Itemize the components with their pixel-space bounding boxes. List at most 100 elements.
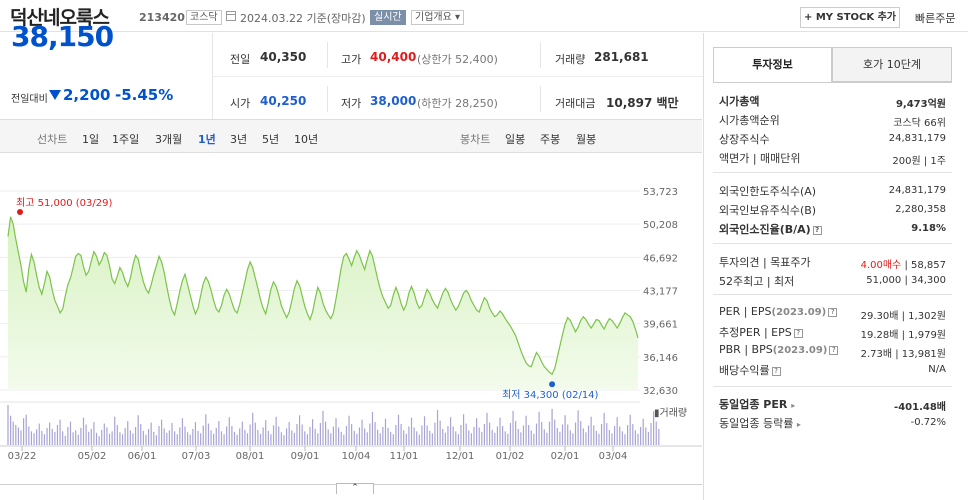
volume-bar — [309, 426, 311, 445]
volume-bar — [548, 421, 551, 445]
volume-bar — [371, 411, 374, 445]
collapse-chevron-up-icon[interactable]: ⌃ — [336, 483, 374, 494]
industry-per-label-wrap: 동일업종 PER ▸ — [719, 396, 795, 412]
eeps-value: 1,979원 — [908, 330, 946, 341]
week52-label: 52주최고 | 최저 — [719, 275, 795, 288]
volume-bar — [343, 434, 345, 445]
company-overview-dropdown[interactable]: 기업개요 ▾ — [411, 10, 464, 25]
foreign-ratio-label-wrap: 외국인소진율(B/A)? — [719, 221, 822, 237]
tab-1d[interactable]: 1일 — [82, 133, 100, 146]
tab-hoga[interactable]: 호가 10단계 — [832, 47, 952, 82]
volume-bar — [155, 435, 157, 445]
volume-bar — [36, 429, 38, 445]
volume-bar — [288, 422, 290, 445]
volume-bar — [166, 432, 168, 445]
chart-tab-bar — [0, 120, 702, 153]
volume-bar — [640, 426, 642, 445]
market-cap-label: 시가총액 — [719, 95, 760, 108]
volume-label: 거래량 — [555, 53, 586, 66]
divider — [713, 243, 952, 244]
volume-bar — [499, 417, 501, 445]
tab-1y[interactable]: 1년 — [198, 133, 216, 146]
tab-weekly[interactable]: 주봉 — [540, 133, 561, 146]
volume-bar — [494, 432, 496, 445]
face-value: 200원 | 1주 — [892, 156, 946, 167]
volume-bar — [241, 421, 243, 445]
volume-bar — [30, 431, 33, 445]
tab-5y[interactable]: 5년 — [262, 133, 280, 146]
volume-bar — [215, 427, 217, 445]
x-tick-label: 10/04 — [342, 451, 371, 462]
volume-bar — [351, 424, 353, 445]
volume-bar — [452, 426, 454, 445]
volume-bar — [590, 416, 592, 445]
industry-per-value: -401.48배 — [894, 402, 946, 413]
realtime-badge[interactable]: 실시간 — [370, 10, 406, 25]
volume-bar — [400, 424, 402, 445]
volume-bar — [647, 431, 650, 445]
volume-bar — [184, 426, 186, 445]
caret-right-icon[interactable]: ▸ — [791, 401, 796, 410]
tab-3y[interactable]: 3년 — [230, 133, 248, 146]
volume-bar — [41, 430, 43, 445]
shares-value: 24,831,179 — [888, 133, 946, 144]
volume-bar — [621, 431, 623, 445]
volume-bar — [121, 434, 124, 445]
eps-value: 1,302원 — [908, 311, 946, 322]
amount-label: 거래대금 — [555, 97, 596, 110]
volume-bar — [325, 421, 327, 445]
volume-bar — [392, 434, 394, 445]
add-mystock-button[interactable]: + MY STOCK 추가 — [800, 7, 900, 28]
dividend-label: 배당수익률 — [719, 364, 770, 377]
volume-bar — [423, 416, 426, 445]
volume-bar — [210, 430, 212, 445]
tab-invest-info[interactable]: 투자정보 — [713, 47, 832, 82]
volume-bar — [616, 417, 618, 445]
volume-bar — [137, 415, 139, 445]
help-icon[interactable]: ? — [793, 328, 803, 338]
caret-right-icon[interactable]: ▸ — [796, 420, 801, 429]
volume-bar — [364, 428, 366, 445]
help-icon[interactable]: ? — [829, 345, 839, 355]
volume-bar — [567, 424, 569, 445]
tab-1w[interactable]: 1주일 — [112, 133, 140, 146]
price-chart: 53,723 50,208 46,692 43,177 39,661 36,146 32,6… — [0, 187, 702, 462]
volume-bar — [475, 418, 478, 445]
volume-bar — [106, 427, 108, 445]
volume-bar — [358, 427, 361, 445]
high-value: 40,400 — [370, 50, 417, 64]
divider — [0, 119, 702, 120]
volume-bar — [637, 433, 639, 445]
help-icon[interactable]: ? — [812, 225, 822, 235]
volume-bar — [171, 423, 173, 445]
per-label-wrap: PER | EPS(2023.09)? — [719, 305, 838, 318]
volume-bar — [626, 425, 629, 445]
industry-rate-value: -0.72% — [910, 417, 946, 428]
volume-bar — [7, 405, 9, 445]
dividend-value: N/A — [928, 364, 946, 375]
help-icon[interactable]: ? — [771, 366, 781, 376]
price-line — [7, 216, 639, 376]
volume-bar — [80, 427, 82, 445]
volume-bar — [504, 431, 506, 445]
help-icon[interactable]: ? — [828, 307, 838, 317]
tab-daily[interactable]: 일봉 — [505, 133, 526, 146]
volume-bar — [335, 418, 337, 445]
volume-bar — [145, 434, 147, 445]
volume-bar — [301, 424, 303, 445]
volume-bar — [655, 421, 657, 445]
industry-rate-label: 동일업종 등락률 — [719, 417, 794, 430]
eper-label-wrap: 추정PER | EPS? — [719, 324, 803, 340]
tab-10y[interactable]: 10년 — [294, 133, 319, 146]
opinion-values: 4.00매수 | 58,857 — [860, 260, 946, 271]
volume-bar — [564, 415, 566, 445]
volume-bar — [114, 416, 116, 445]
divider — [540, 42, 541, 68]
quick-order-button[interactable]: 빠른주문 — [915, 12, 956, 25]
tab-monthly[interactable]: 월봉 — [576, 133, 597, 146]
price-change-pct: -5.45% — [115, 86, 174, 104]
volume-bar — [447, 425, 449, 445]
y-tick-label: 36,146 — [643, 353, 678, 364]
volume-bar — [194, 422, 197, 445]
tab-3m[interactable]: 3개월 — [155, 133, 183, 146]
